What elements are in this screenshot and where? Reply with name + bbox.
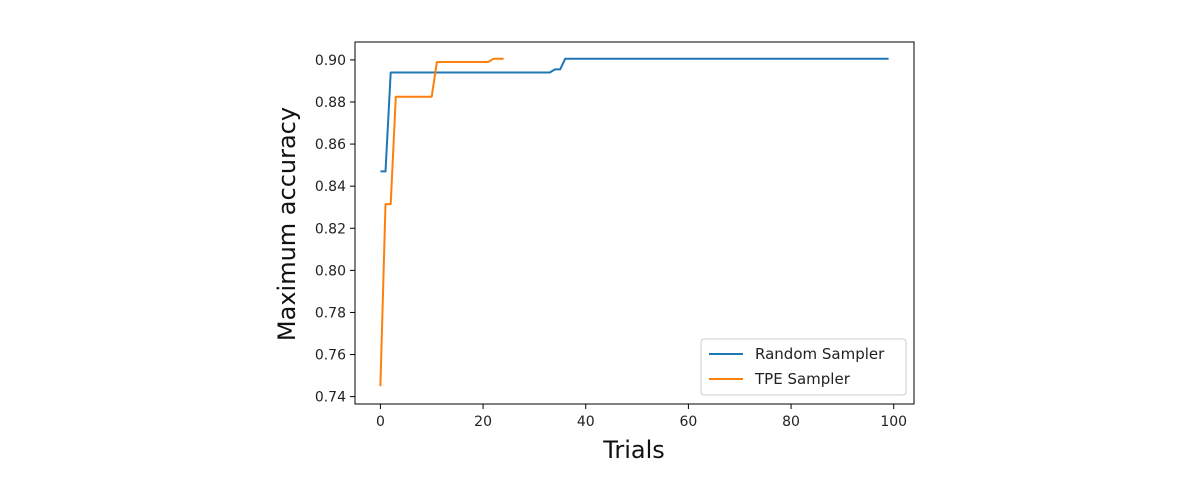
y-axis-title: Maximum accuracy (273, 107, 301, 341)
legend-box (700, 338, 907, 396)
series-line-tpe-sampler (379, 57, 504, 387)
x-tick-label: 0 (376, 414, 385, 430)
y-tick-label: 0.76 (315, 348, 346, 364)
y-tick-label: 0.88 (315, 95, 346, 111)
legend: Random Sampler TPE Sampler (700, 338, 907, 396)
axes-layer: 0 20 40 60 80 100 0.74 0.76 0.78 0.80 0.82 0.84 0.86… (315, 41, 915, 430)
legend-label-tpe-sampler: TPE Sampler (754, 370, 851, 388)
x-tick-label: 40 (577, 414, 595, 430)
y-tick-label: 0.74 (315, 390, 346, 406)
legend-label-random-sampler: Random Sampler (755, 345, 885, 363)
y-tick-label: 0.80 (315, 263, 346, 279)
x-tick-label: 20 (474, 414, 492, 430)
series-layer (379, 57, 889, 387)
plot-frame (354, 41, 915, 405)
x-tick-label: 100 (880, 414, 907, 430)
x-axis-title: Trials (602, 436, 665, 464)
y-tick-label: 0.78 (315, 305, 346, 321)
y-tick-label: 0.82 (315, 221, 346, 237)
x-tick-label: 60 (679, 414, 697, 430)
y-tick-label: 0.90 (315, 53, 346, 69)
series-line-random-sampler (380, 57, 889, 173)
x-tick-label: 80 (782, 414, 800, 430)
y-tick-label: 0.84 (315, 179, 346, 195)
y-tick-label: 0.86 (315, 137, 346, 153)
